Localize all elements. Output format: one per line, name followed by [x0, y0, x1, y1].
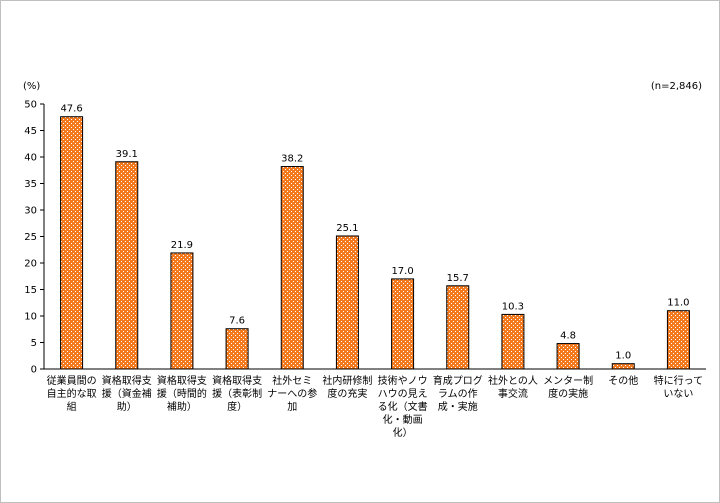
category-label: 社内研修制: [322, 374, 372, 387]
category-label: 補助）: [167, 400, 197, 413]
category-label: 育成プログ: [433, 374, 483, 387]
y-tick-label: 10: [24, 312, 37, 323]
bar: [225, 328, 249, 370]
data-label: 11.0: [667, 298, 689, 309]
category-label: 援（資金補: [102, 387, 152, 400]
category-label: 度の実施: [548, 387, 588, 400]
y-tick-label: 25: [24, 232, 37, 243]
data-label: 21.9: [171, 240, 193, 251]
category-label: 事交流: [498, 387, 528, 400]
data-label: 4.8: [560, 331, 576, 342]
bar: [611, 363, 635, 370]
data-label: 47.6: [60, 104, 82, 115]
bar: [446, 285, 470, 370]
bar: [280, 166, 304, 370]
category-label: 援（表彰制: [212, 387, 262, 400]
category-label: 化）: [393, 426, 413, 439]
category-label: る化（文書: [378, 400, 428, 413]
data-label: 39.1: [116, 149, 138, 160]
bar: [501, 313, 525, 370]
bar: [115, 161, 139, 370]
category-label: ラムの作: [438, 388, 478, 400]
category-label: 特に行って: [654, 374, 704, 387]
category-label: 度）: [227, 400, 247, 413]
bar: [666, 310, 690, 370]
category-label: 度の充実: [327, 387, 367, 400]
category-label: 助）: [117, 400, 137, 413]
bar: [170, 252, 194, 370]
y-tick-label: 15: [24, 285, 37, 296]
y-tick-label: 0: [31, 365, 37, 376]
category-label: 従業員間の: [47, 374, 97, 387]
y-tick-label: 45: [24, 126, 37, 137]
category-label: 化・動画: [383, 413, 423, 426]
data-label: 7.6: [229, 316, 245, 327]
category-label: メンター制: [543, 374, 593, 387]
data-label: 1.0: [615, 351, 631, 362]
bar: [60, 116, 84, 370]
category-label: ハウの見え: [378, 388, 428, 400]
category-label: 社外セミ: [272, 374, 312, 387]
data-label: 10.3: [502, 301, 524, 312]
bar: [335, 235, 359, 370]
bar: [556, 343, 580, 370]
category-label: 加: [287, 401, 297, 413]
y-tick-label: 35: [24, 179, 37, 190]
category-label: 自主的な取: [47, 387, 97, 400]
y-unit-label: (%): [23, 81, 40, 92]
category-label: ナーへの参: [267, 387, 317, 400]
y-tick-label: 5: [31, 338, 37, 349]
y-tick-label: 50: [24, 100, 37, 111]
category-label: 資格取得支: [212, 374, 262, 387]
bar: [391, 278, 415, 370]
data-label: 25.1: [336, 223, 358, 234]
category-label: 社外との人: [488, 374, 538, 387]
y-tick-label: 20: [24, 259, 37, 270]
category-label: 組: [67, 400, 77, 413]
category-label: いない: [663, 388, 693, 400]
category-label: 資格取得支: [102, 374, 152, 387]
category-label: 資格取得支: [157, 374, 207, 387]
category-label: その他: [608, 374, 638, 387]
y-tick-label: 40: [24, 153, 37, 164]
data-label: 38.2: [281, 154, 303, 165]
data-label: 17.0: [391, 266, 413, 277]
sample-size-note: (n=2,846): [651, 81, 702, 92]
y-tick-label: 30: [24, 206, 37, 217]
category-label: 成・実施: [438, 400, 478, 413]
category-label: 援（時間的: [157, 387, 207, 400]
category-label: 技術やノウ: [378, 374, 428, 387]
data-label: 15.7: [447, 273, 469, 284]
